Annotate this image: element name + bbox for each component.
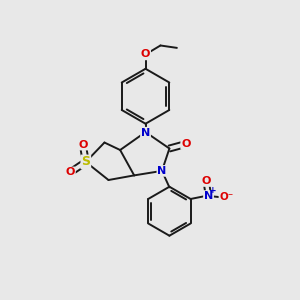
Text: +: + bbox=[209, 186, 217, 195]
Text: O: O bbox=[202, 176, 211, 186]
Text: O: O bbox=[66, 167, 75, 177]
Text: O: O bbox=[181, 139, 190, 149]
Text: S: S bbox=[81, 155, 90, 168]
Text: O⁻: O⁻ bbox=[219, 193, 234, 202]
Text: N: N bbox=[204, 191, 213, 201]
Text: N: N bbox=[141, 128, 150, 138]
Text: N: N bbox=[157, 166, 167, 176]
Text: O: O bbox=[141, 50, 150, 59]
Text: O: O bbox=[78, 140, 88, 150]
